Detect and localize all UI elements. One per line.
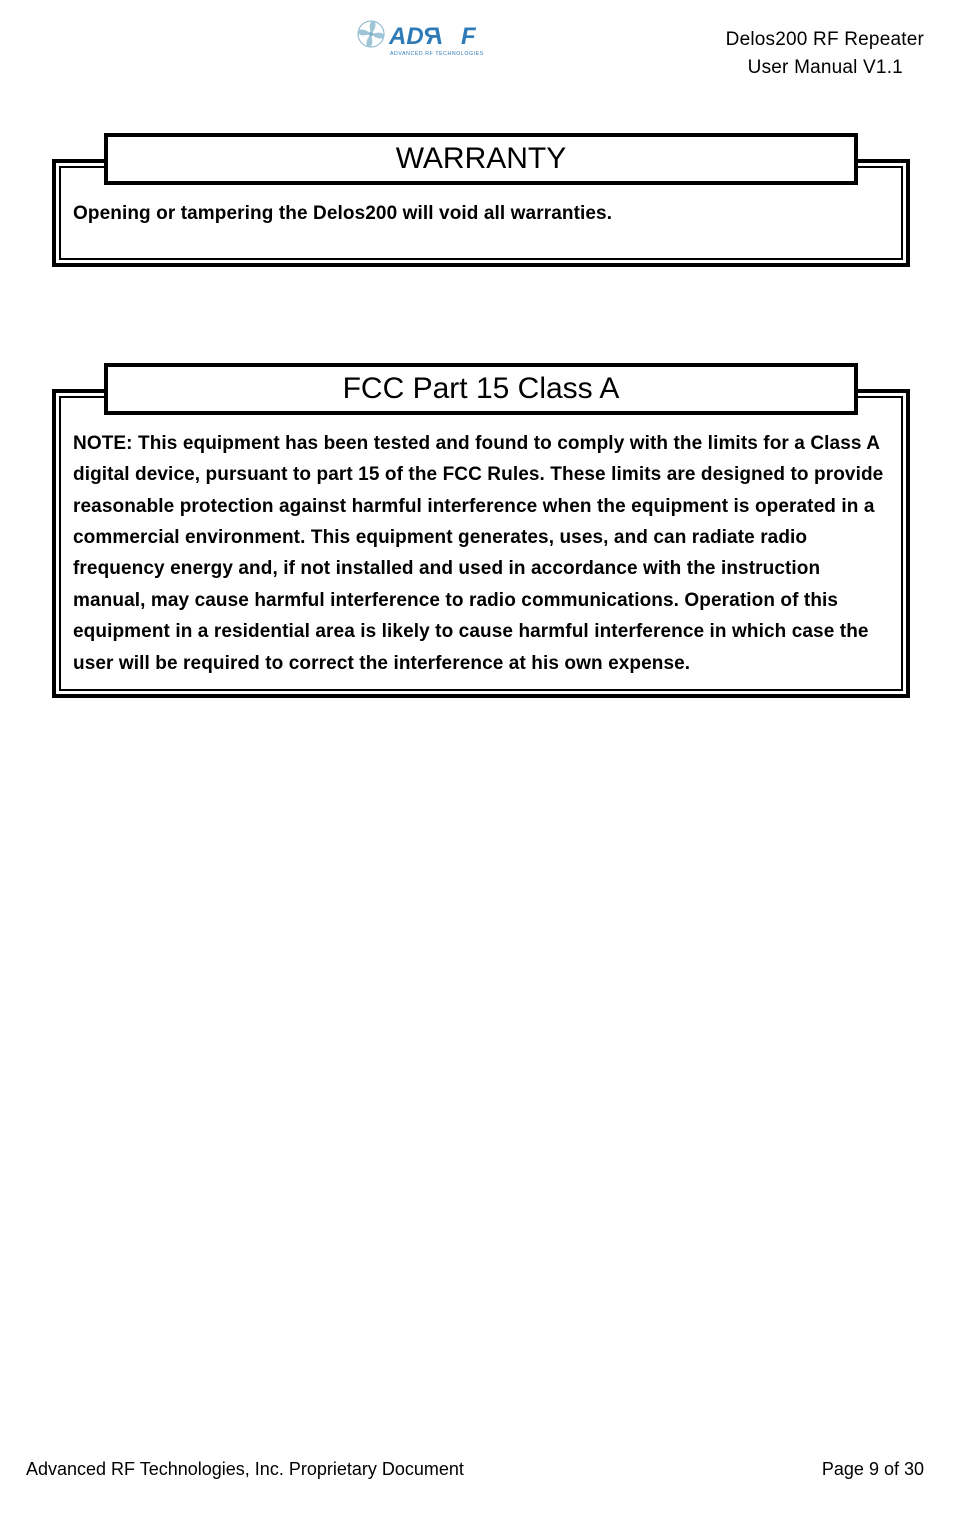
fcc-frame: NOTE: This equipment has been tested and… <box>52 389 910 698</box>
footer-right: Page 9 of 30 <box>822 1459 924 1480</box>
header-manual: User Manual V1.1 <box>726 54 924 82</box>
warranty-body: Opening or tampering the Delos200 will v… <box>73 198 889 229</box>
fcc-body-box: NOTE: This equipment has been tested and… <box>59 396 903 691</box>
fcc-body: NOTE: This equipment has been tested and… <box>73 428 889 679</box>
svg-text:F: F <box>461 23 477 50</box>
page-header: AD R F ADVANCED RF TECHNOLOGIES Delos200… <box>26 18 924 81</box>
adrf-logo: AD R F ADVANCED RF TECHNOLOGIES <box>356 18 484 62</box>
fcc-section: FCC Part 15 Class A NOTE: This equipment… <box>52 363 910 672</box>
svg-text:ADVANCED RF TECHNOLOGIES: ADVANCED RF TECHNOLOGIES <box>390 51 484 57</box>
page: AD R F ADVANCED RF TECHNOLOGIES Delos200… <box>0 0 962 1526</box>
warranty-section: WARRANTY Opening or tampering the Delos2… <box>52 133 910 241</box>
warranty-title-band: WARRANTY <box>104 133 858 185</box>
svg-text:R: R <box>424 23 442 50</box>
fcc-title: FCC Part 15 Class A <box>343 372 620 406</box>
header-product: Delos200 RF Repeater <box>726 26 924 54</box>
page-footer: Advanced RF Technologies, Inc. Proprieta… <box>26 1459 924 1480</box>
footer-left: Advanced RF Technologies, Inc. Proprieta… <box>26 1459 464 1480</box>
svg-text:AD: AD <box>388 23 424 50</box>
header-meta: Delos200 RF Repeater User Manual V1.1 <box>726 18 924 81</box>
fcc-title-band: FCC Part 15 Class A <box>104 363 858 415</box>
adrf-logo-icon: AD R F ADVANCED RF TECHNOLOGIES <box>356 18 484 62</box>
warranty-title: WARRANTY <box>396 142 567 176</box>
